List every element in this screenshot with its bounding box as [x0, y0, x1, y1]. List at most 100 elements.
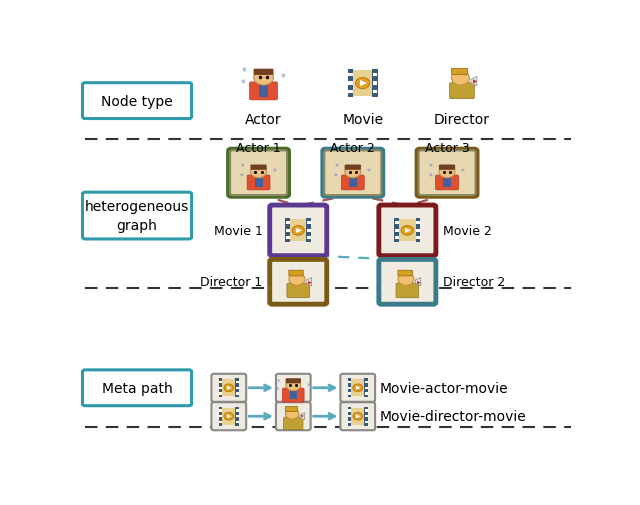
Text: *: * — [276, 386, 280, 392]
Text: ▶: ▶ — [308, 279, 312, 284]
Text: *: * — [307, 382, 310, 388]
FancyBboxPatch shape — [348, 82, 353, 86]
FancyBboxPatch shape — [398, 220, 417, 242]
Text: Actor 2: Actor 2 — [330, 141, 375, 155]
FancyBboxPatch shape — [348, 70, 353, 98]
FancyBboxPatch shape — [395, 222, 399, 225]
FancyBboxPatch shape — [396, 283, 419, 298]
Polygon shape — [227, 415, 232, 419]
FancyBboxPatch shape — [285, 237, 289, 240]
FancyBboxPatch shape — [364, 407, 368, 426]
Text: *: * — [241, 67, 246, 77]
FancyBboxPatch shape — [439, 165, 455, 171]
FancyBboxPatch shape — [365, 421, 367, 423]
Circle shape — [353, 413, 363, 420]
FancyBboxPatch shape — [449, 83, 474, 99]
Polygon shape — [227, 386, 232, 390]
FancyBboxPatch shape — [219, 410, 222, 412]
Circle shape — [253, 70, 273, 86]
FancyBboxPatch shape — [259, 86, 269, 97]
FancyBboxPatch shape — [285, 219, 290, 243]
Text: *: * — [334, 172, 338, 181]
FancyBboxPatch shape — [443, 178, 451, 188]
FancyBboxPatch shape — [247, 176, 270, 190]
Text: Movie-actor-movie: Movie-actor-movie — [380, 381, 509, 395]
Text: *: * — [276, 378, 280, 384]
FancyBboxPatch shape — [373, 82, 377, 86]
FancyBboxPatch shape — [236, 379, 239, 397]
Text: Meta path: Meta path — [102, 381, 172, 395]
FancyBboxPatch shape — [285, 229, 289, 232]
Circle shape — [289, 273, 305, 286]
FancyBboxPatch shape — [341, 176, 364, 190]
Circle shape — [451, 72, 469, 86]
Polygon shape — [471, 77, 477, 87]
FancyBboxPatch shape — [436, 176, 458, 190]
FancyBboxPatch shape — [340, 374, 375, 402]
Circle shape — [345, 166, 361, 178]
Text: ▶: ▶ — [473, 79, 477, 84]
FancyBboxPatch shape — [289, 220, 307, 242]
Circle shape — [398, 273, 414, 286]
FancyBboxPatch shape — [289, 271, 303, 276]
Polygon shape — [356, 386, 361, 390]
Circle shape — [224, 384, 234, 392]
FancyBboxPatch shape — [379, 206, 436, 256]
FancyBboxPatch shape — [324, 151, 381, 196]
Text: Director 1: Director 1 — [200, 276, 262, 289]
Circle shape — [251, 166, 266, 178]
Polygon shape — [300, 413, 305, 420]
FancyBboxPatch shape — [352, 71, 373, 96]
FancyBboxPatch shape — [419, 151, 476, 196]
FancyBboxPatch shape — [219, 379, 222, 397]
FancyBboxPatch shape — [348, 91, 353, 94]
FancyBboxPatch shape — [236, 407, 239, 426]
FancyBboxPatch shape — [416, 222, 420, 225]
FancyBboxPatch shape — [250, 83, 277, 100]
FancyBboxPatch shape — [416, 237, 420, 240]
FancyBboxPatch shape — [282, 388, 304, 402]
Polygon shape — [405, 228, 411, 233]
FancyBboxPatch shape — [365, 387, 367, 389]
FancyBboxPatch shape — [236, 381, 239, 383]
Text: *: * — [241, 163, 244, 172]
Circle shape — [356, 78, 370, 89]
FancyBboxPatch shape — [253, 70, 273, 76]
FancyBboxPatch shape — [348, 415, 351, 418]
FancyBboxPatch shape — [284, 417, 303, 430]
FancyBboxPatch shape — [364, 379, 368, 397]
FancyBboxPatch shape — [221, 379, 236, 396]
FancyBboxPatch shape — [365, 393, 367, 395]
FancyBboxPatch shape — [236, 421, 239, 423]
FancyBboxPatch shape — [373, 91, 377, 94]
FancyBboxPatch shape — [230, 151, 287, 196]
FancyBboxPatch shape — [323, 150, 383, 197]
FancyBboxPatch shape — [351, 379, 365, 396]
FancyBboxPatch shape — [228, 150, 289, 197]
FancyBboxPatch shape — [395, 237, 399, 240]
Text: *: * — [461, 168, 465, 177]
Circle shape — [285, 409, 299, 419]
Text: *: * — [273, 168, 276, 177]
Text: *: * — [240, 79, 245, 89]
Circle shape — [292, 226, 305, 236]
FancyBboxPatch shape — [365, 381, 367, 383]
Text: *: * — [281, 73, 285, 83]
FancyBboxPatch shape — [348, 421, 351, 423]
FancyBboxPatch shape — [269, 260, 327, 305]
FancyBboxPatch shape — [211, 402, 246, 430]
FancyBboxPatch shape — [236, 410, 239, 412]
FancyBboxPatch shape — [417, 150, 477, 197]
Text: *: * — [335, 163, 339, 172]
FancyBboxPatch shape — [219, 421, 222, 423]
FancyBboxPatch shape — [83, 193, 191, 239]
FancyBboxPatch shape — [365, 415, 367, 418]
FancyBboxPatch shape — [307, 222, 311, 225]
FancyBboxPatch shape — [379, 260, 436, 305]
FancyBboxPatch shape — [285, 378, 301, 383]
Circle shape — [353, 384, 363, 392]
Text: Director: Director — [434, 113, 490, 127]
FancyBboxPatch shape — [345, 165, 361, 171]
Polygon shape — [356, 415, 361, 419]
FancyBboxPatch shape — [289, 391, 297, 399]
